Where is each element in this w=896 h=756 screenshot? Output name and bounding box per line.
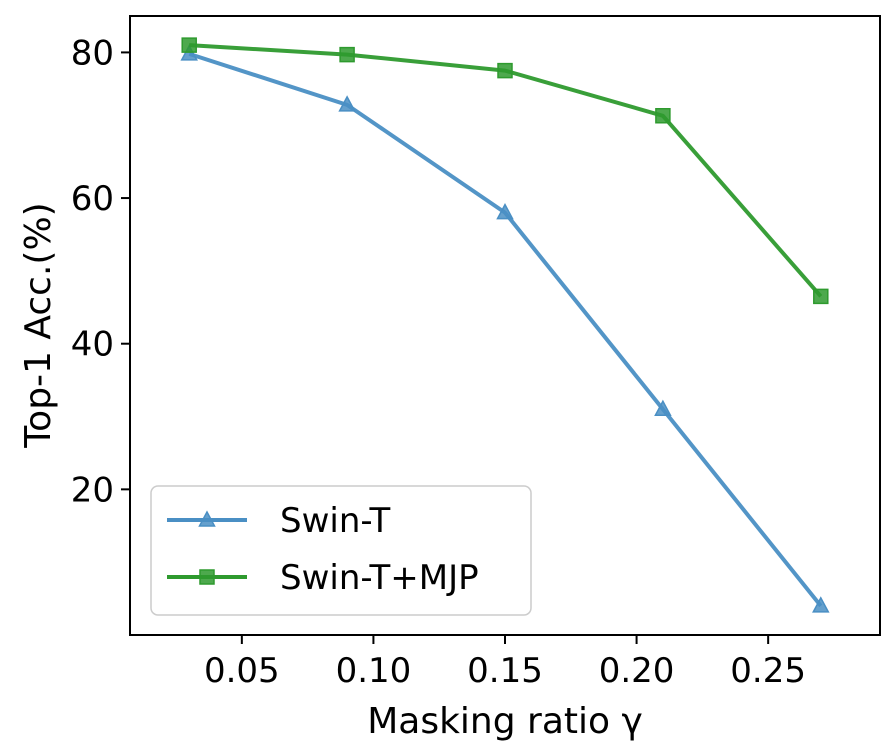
x-axis-label: Masking ratio γ	[367, 701, 643, 742]
data-point	[654, 399, 672, 416]
series-layer	[180, 37, 830, 613]
legend-label: Swin-T+MJP	[280, 558, 479, 598]
legend: Swin-T Swin-T+MJP	[150, 485, 532, 616]
data-point	[813, 288, 829, 305]
data-point	[655, 108, 671, 124]
legend-swatch-marker	[199, 569, 215, 585]
data-point	[338, 95, 356, 112]
y-tick-label: 40	[71, 325, 114, 365]
x-tick-label: 0.05	[204, 651, 280, 691]
x-tick-label: 0.10	[336, 651, 412, 691]
x-tick-label: 0.20	[599, 651, 675, 691]
legend-label: Swin-T	[280, 501, 391, 541]
data-point	[496, 203, 514, 220]
y-axis-label: Top-1 Acc.(%)	[18, 202, 59, 448]
y-tick-label: 80	[71, 33, 114, 73]
series-swin-t-mjp	[181, 37, 829, 305]
x-tick-label: 0.15	[467, 651, 543, 691]
data-point	[339, 46, 355, 63]
ticks-layer: 0.05 0.10 0.15 0.20 0.25 20 40 60 80	[71, 33, 806, 691]
x-tick-label: 0.25	[730, 651, 806, 691]
y-tick-label: 60	[71, 179, 114, 219]
data-point	[812, 596, 830, 613]
plot-frame	[129, 15, 881, 636]
data-point	[181, 37, 197, 53]
legend-swatch-marker	[198, 510, 216, 527]
data-point	[497, 62, 513, 79]
y-tick-label: 20	[71, 470, 114, 510]
